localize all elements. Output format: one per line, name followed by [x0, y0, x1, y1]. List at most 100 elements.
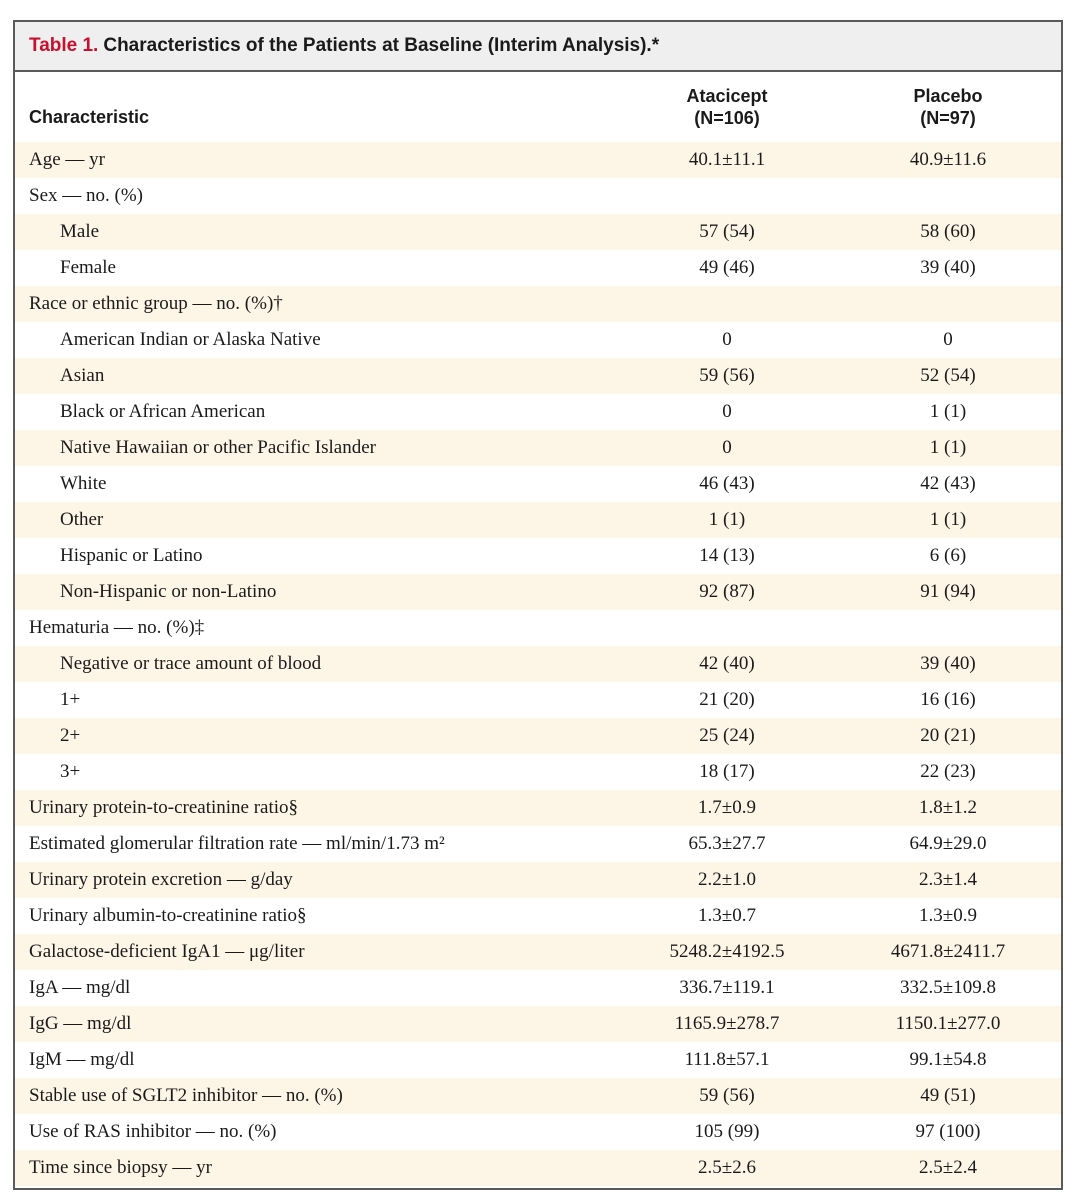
table-row: Race or ethnic group — no. (%)†: [15, 286, 1061, 322]
atacicept-value: 1.7±0.9: [698, 797, 756, 818]
row-label: 3+: [60, 761, 81, 782]
table-row: Black or African American 0 1 (1): [15, 394, 1061, 430]
placebo-value: 42 (43): [920, 473, 976, 494]
placebo-value: 1 (1): [929, 509, 967, 530]
table-row: Sex — no. (%): [15, 178, 1061, 214]
row-label: Urinary protein-to-creatinine ratio§: [29, 797, 299, 818]
row-label: Native Hawaiian or other Pacific Islande…: [60, 437, 377, 458]
table-row: Urinary albumin-to-creatinine ratio§ 1.3±…: [15, 898, 1061, 934]
row-label: Hematuria — no. (%)‡: [29, 617, 205, 638]
atacicept-value: 21 (20): [699, 689, 755, 710]
placebo-value: 40.9±11.6: [909, 149, 987, 170]
placebo-value: 64.9±29.0: [909, 833, 987, 854]
row-label: White: [60, 473, 107, 494]
table-header: Characteristic Atacicept (N=106) Placebo…: [15, 72, 1061, 142]
placebo-value: 20 (21): [920, 725, 976, 746]
row-label: Age — yr: [29, 149, 105, 170]
placebo-value: 99.1±54.8: [909, 1049, 987, 1070]
table-row: IgG — mg/dl 1165.9±278.7 1150.1±277.0: [15, 1006, 1061, 1042]
row-label: Female: [60, 257, 116, 278]
row-label: Sex — no. (%): [29, 185, 143, 206]
row-label: IgG — mg/dl: [29, 1013, 132, 1034]
row-label: Galactose-deficient IgA1 — μg/liter: [29, 941, 305, 962]
row-label: Male: [60, 221, 100, 242]
atacicept-value: 57 (54): [699, 221, 755, 242]
placebo-value: 6 (6): [929, 545, 967, 566]
atacicept-value: 0: [722, 329, 732, 350]
table-row: Urinary protein excretion — g/day 2.2±1.0…: [15, 862, 1061, 898]
placebo-value: 2.3±1.4: [919, 869, 977, 890]
atacicept-value: 1.3±0.7: [698, 905, 756, 926]
table-row: 2+ 25 (24) 20 (21): [15, 718, 1061, 754]
atacicept-value: 40.1±11.1: [688, 149, 766, 170]
row-label: Negative or trace amount of blood: [60, 653, 322, 674]
atacicept-value: 0: [722, 401, 732, 422]
placebo-value: 0: [943, 329, 953, 350]
row-label: Other: [60, 509, 104, 530]
table-row: Negative or trace amount of blood 42 (40)…: [15, 646, 1061, 682]
row-label: 2+: [60, 725, 81, 746]
table-row: Galactose-deficient IgA1 — μg/liter 5248.…: [15, 934, 1061, 970]
placebo-name: Placebo: [913, 86, 983, 106]
atacicept-name: Atacicept: [686, 86, 768, 106]
table-row: Asian 59 (56) 52 (54): [15, 358, 1061, 394]
atacicept-value: 65.3±27.7: [688, 833, 766, 854]
placebo-value: 39 (40): [920, 257, 976, 278]
atacicept-value: 92 (87): [699, 581, 755, 602]
atacicept-value: 111.8±57.1: [684, 1049, 770, 1070]
table-row: Female 49 (46) 39 (40): [15, 250, 1061, 286]
row-label: 1+: [60, 689, 81, 710]
placebo-value: 1.3±0.9: [919, 905, 977, 926]
row-label: Non-Hispanic or non-Latino: [60, 581, 277, 602]
table-row: Other 1 (1) 1 (1): [15, 502, 1061, 538]
placebo-value: 1150.1±277.0: [895, 1013, 1001, 1034]
atacicept-value: 1165.9±278.7: [674, 1013, 780, 1034]
atacicept-value: 5248.2±4192.5: [669, 941, 785, 962]
table-row: Estimated glomerular filtration rate — m…: [15, 826, 1061, 862]
placebo-value: 16 (16): [920, 689, 976, 710]
row-label: Black or African American: [60, 401, 266, 422]
atacicept-n: (N=106): [694, 108, 760, 128]
atacicept-value: 1 (1): [708, 509, 746, 530]
table-container: Table 1. Characteristics of the Patients…: [13, 20, 1063, 1190]
table-row: IgA — mg/dl 336.7±119.1 332.5±109.8: [15, 970, 1061, 1006]
placebo-value: 22 (23): [920, 761, 976, 782]
atacicept-value: 2.2±1.0: [698, 869, 756, 890]
row-label: Estimated glomerular filtration rate — m…: [29, 833, 445, 854]
table-row: IgM — mg/dl 111.8±57.1 99.1±54.8: [15, 1042, 1061, 1078]
atacicept-value: 105 (99): [694, 1121, 760, 1142]
column-header-placebo: Placebo (N=97): [838, 85, 1058, 129]
table-title: Table 1. Characteristics of the Patients…: [15, 22, 1061, 72]
table-row: American Indian or Alaska Native 0 0: [15, 322, 1061, 358]
atacicept-value: 2.5±2.6: [698, 1157, 756, 1178]
atacicept-value: 14 (13): [699, 545, 755, 566]
placebo-value: 49 (51): [920, 1085, 976, 1106]
row-label: Hispanic or Latino: [60, 545, 203, 566]
table-row: Urinary protein-to-creatinine ratio§ 1.7±…: [15, 790, 1061, 826]
table-caption: Characteristics of the Patients at Basel…: [103, 35, 660, 56]
row-label: IgM — mg/dl: [29, 1049, 135, 1070]
placebo-value: 4671.8±2411.7: [890, 941, 1006, 962]
table-row: White 46 (43) 42 (43): [15, 466, 1061, 502]
row-label: American Indian or Alaska Native: [60, 329, 321, 350]
atacicept-value: 59 (56): [699, 365, 755, 386]
row-label: Time since biopsy — yr: [29, 1157, 212, 1178]
row-label: Stable use of SGLT2 inhibitor — no. (%): [29, 1085, 343, 1106]
table-row: Male 57 (54) 58 (60): [15, 214, 1061, 250]
table-row: 1+ 21 (20) 16 (16): [15, 682, 1061, 718]
placebo-value: 332.5±109.8: [900, 977, 996, 998]
atacicept-value: 59 (56): [699, 1085, 755, 1106]
atacicept-value: 0: [722, 437, 732, 458]
placebo-value: 58 (60): [920, 221, 976, 242]
row-label: IgA — mg/dl: [29, 977, 131, 998]
placebo-value: 2.5±2.4: [919, 1157, 977, 1178]
column-header-characteristic: Characteristic: [29, 107, 150, 127]
table-body: Age — yr 40.1±11.1 40.9±11.6 Sex — no. (%) M…: [15, 142, 1061, 1186]
placebo-value: 1.8±1.2: [919, 797, 977, 818]
atacicept-value: 18 (17): [699, 761, 755, 782]
placebo-value: 1 (1): [929, 401, 967, 422]
table-row: Age — yr 40.1±11.1 40.9±11.6: [15, 142, 1061, 178]
placebo-value: 52 (54): [920, 365, 976, 386]
atacicept-value: 49 (46): [699, 257, 755, 278]
table-row: Hispanic or Latino 14 (13) 6 (6): [15, 538, 1061, 574]
